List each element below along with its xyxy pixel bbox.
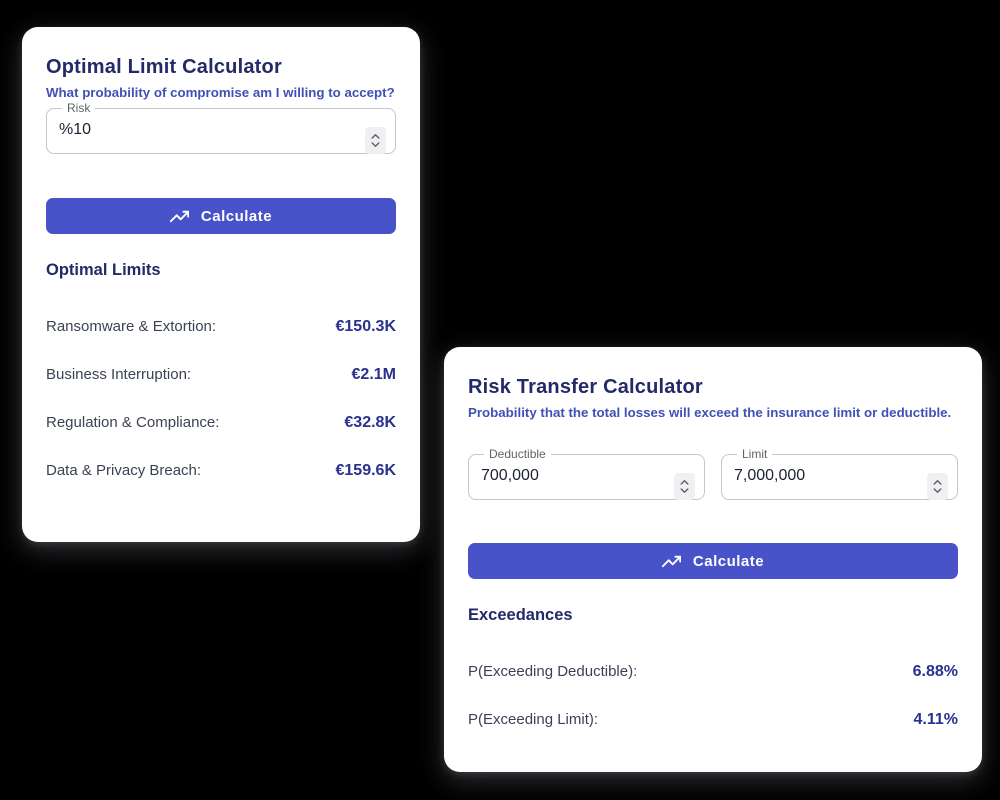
- limit-field: Limit: [721, 448, 958, 500]
- optimal-limits-heading: Optimal Limits: [46, 261, 161, 279]
- trending-up-icon: [169, 207, 189, 226]
- result-label: P(Exceeding Deductible):: [468, 663, 638, 680]
- deductible-input[interactable]: [481, 462, 662, 490]
- optimal-card-subtitle: What probability of compromise am I will…: [46, 85, 395, 100]
- result-row: P(Exceeding Deductible): 6.88%: [468, 661, 958, 683]
- risk-transfer-calculate-label: Calculate: [692, 552, 765, 570]
- result-row: Ransomware & Extortion: €150.3K: [46, 316, 396, 338]
- result-value: €2.1M: [351, 366, 396, 383]
- risk-transfer-title: Risk Transfer Calculator: [468, 376, 703, 398]
- result-label: Regulation & Compliance:: [46, 414, 220, 431]
- optimal-limits-results: Ransomware & Extortion: €150.3K Business…: [46, 316, 396, 482]
- risk-field: Risk: [46, 102, 396, 154]
- optimal-limit-card: Optimal Limit Calculator What probabilit…: [22, 27, 420, 542]
- limit-field-label: Limit: [742, 447, 768, 461]
- risk-transfer-fields: Deductible Limit: [468, 448, 958, 500]
- result-label: Data & Privacy Breach:: [46, 462, 202, 479]
- result-label: Business Interruption:: [46, 366, 192, 383]
- limit-stepper[interactable]: [927, 473, 948, 500]
- deductible-stepper[interactable]: [674, 473, 695, 500]
- deductible-field: Deductible: [468, 448, 705, 500]
- limit-input[interactable]: [734, 462, 915, 490]
- risk-input[interactable]: [59, 116, 353, 144]
- exceedances-heading: Exceedances: [468, 606, 573, 624]
- optimal-calculate-button[interactable]: Calculate: [46, 198, 396, 234]
- stepper-chevrons-icon: [932, 478, 943, 495]
- trending-up-icon: [661, 552, 681, 571]
- result-label: P(Exceeding Limit):: [468, 711, 599, 728]
- risk-stepper[interactable]: [365, 127, 386, 154]
- stepper-chevrons-icon: [370, 132, 381, 149]
- result-row: P(Exceeding Limit): 4.11%: [468, 709, 958, 731]
- risk-transfer-subtitle: Probability that the total losses will e…: [468, 405, 952, 420]
- result-row: Data & Privacy Breach: €159.6K: [46, 460, 396, 482]
- optimal-card-title: Optimal Limit Calculator: [46, 56, 282, 78]
- result-row: Regulation & Compliance: €32.8K: [46, 412, 396, 434]
- risk-transfer-calculate-button[interactable]: Calculate: [468, 543, 958, 579]
- exceedances-results: P(Exceeding Deductible): 6.88% P(Exceedi…: [468, 661, 958, 731]
- optimal-calculate-label: Calculate: [200, 207, 273, 225]
- risk-transfer-card: Risk Transfer Calculator Probability tha…: [444, 347, 982, 772]
- result-value: 4.11%: [913, 711, 958, 728]
- result-value: 6.88%: [912, 663, 958, 680]
- result-value: €32.8K: [344, 414, 396, 431]
- result-value: €150.3K: [335, 318, 397, 335]
- deductible-field-label: Deductible: [489, 447, 546, 461]
- result-row: Business Interruption: €2.1M: [46, 364, 396, 386]
- stepper-chevrons-icon: [679, 478, 690, 495]
- result-label: Ransomware & Extortion:: [46, 318, 217, 335]
- result-value: €159.6K: [335, 462, 397, 479]
- risk-field-label: Risk: [67, 101, 91, 115]
